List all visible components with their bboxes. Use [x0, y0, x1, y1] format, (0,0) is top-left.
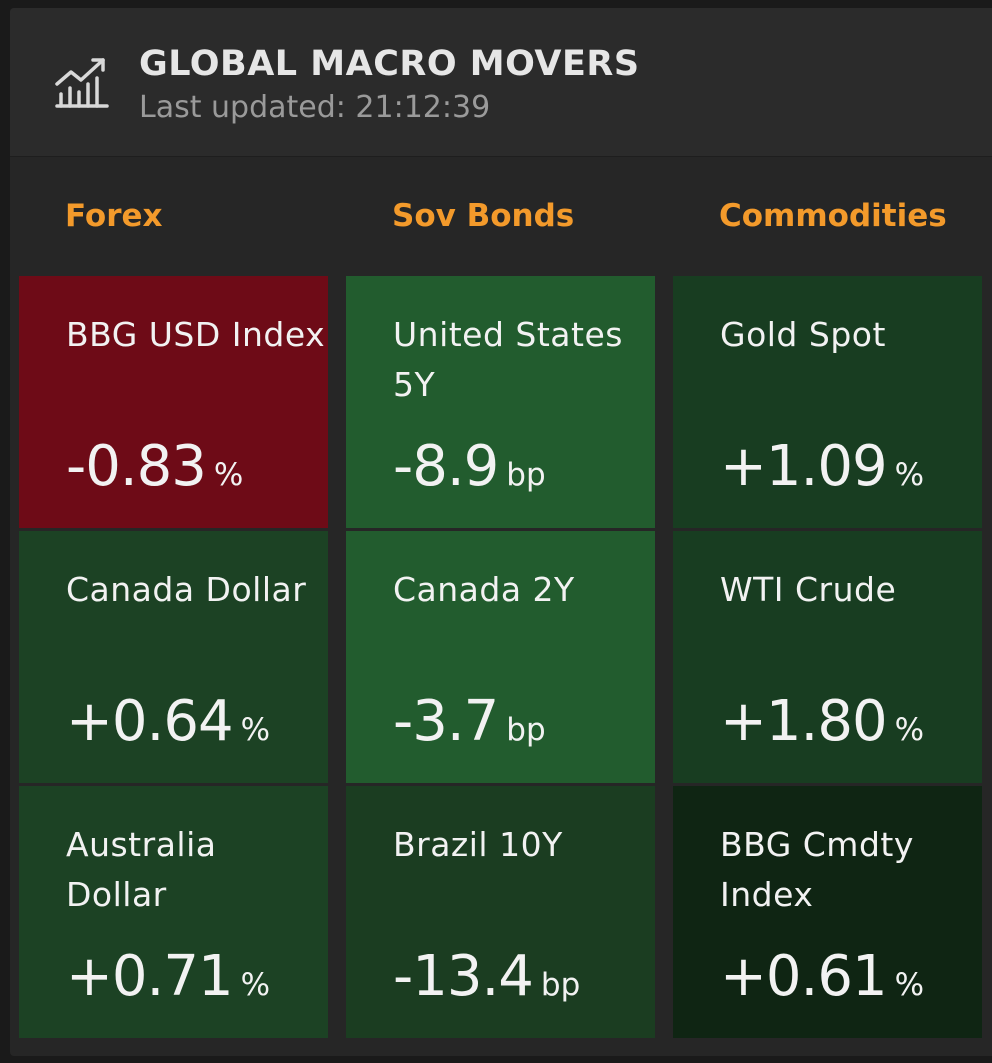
- tile-united-states-5y[interactable]: United States 5Y -8.9 bp: [346, 276, 655, 528]
- tile-unit: %: [240, 967, 271, 1003]
- tile-unit: bp: [506, 457, 546, 493]
- tile-value: +0.64: [66, 689, 234, 754]
- tile-unit: %: [894, 712, 925, 748]
- tile-name: BBG Cmdty Index: [720, 825, 914, 914]
- tile-unit: %: [240, 712, 271, 748]
- tile-wti-crude[interactable]: WTI Crude +1.80%: [673, 531, 982, 783]
- tile-australia-dollar[interactable]: Australia Dollar +0.71%: [19, 786, 328, 1038]
- tile-name: Brazil 10Y: [393, 825, 563, 864]
- column-header-forex[interactable]: Forex: [65, 198, 163, 234]
- tile-value: -13.4: [393, 944, 534, 1009]
- tile-unit: bp: [540, 967, 581, 1003]
- tile-name: BBG USD Index: [66, 315, 326, 354]
- tile-name: United States 5Y: [393, 315, 623, 404]
- tile-value: +0.61: [720, 944, 888, 1009]
- tile-brazil-10y[interactable]: Brazil 10Y -13.4 bp: [346, 786, 655, 1038]
- tile-value: +0.71: [66, 944, 234, 1009]
- tile-canada-dollar[interactable]: Canada Dollar +0.64%: [19, 531, 328, 783]
- tile-unit: %: [894, 457, 925, 493]
- last-updated-label: Last updated: 21:12:39: [139, 90, 491, 125]
- tile-value: +1.09: [720, 434, 888, 499]
- tile-name: Canada Dollar: [66, 570, 307, 609]
- tile-value: +1.80: [720, 689, 888, 754]
- tile-gold-spot[interactable]: Gold Spot +1.09%: [673, 276, 982, 528]
- macro-movers-panel: GLOBAL MACRO MOVERS Last updated: 21:12:…: [10, 8, 992, 1056]
- column-header-sov-bonds[interactable]: Sov Bonds: [392, 198, 575, 234]
- tile-canada-2y[interactable]: Canada 2Y -3.7 bp: [346, 531, 655, 783]
- tile-name: WTI Crude: [720, 570, 897, 609]
- tile-name: Gold Spot: [720, 315, 886, 354]
- panel-header: GLOBAL MACRO MOVERS Last updated: 21:12:…: [10, 8, 992, 157]
- tile-bbg-usd-index[interactable]: BBG USD Index -0.83%: [19, 276, 328, 528]
- tile-unit: %: [894, 967, 925, 1003]
- tile-name: Australia Dollar: [66, 825, 217, 914]
- tile-value: -8.9: [393, 434, 499, 499]
- tile-bbg-cmdty-index[interactable]: BBG Cmdty Index +0.61%: [673, 786, 982, 1038]
- column-header-commodities[interactable]: Commodities: [719, 198, 947, 234]
- tile-name: Canada 2Y: [393, 570, 575, 609]
- tile-unit: %: [213, 457, 244, 493]
- page-title: GLOBAL MACRO MOVERS: [139, 44, 640, 84]
- tile-value: -3.7: [393, 689, 499, 754]
- tile-unit: bp: [506, 712, 546, 748]
- bar-chart-trend-icon: [55, 58, 109, 108]
- tile-value: -0.83: [66, 434, 207, 499]
